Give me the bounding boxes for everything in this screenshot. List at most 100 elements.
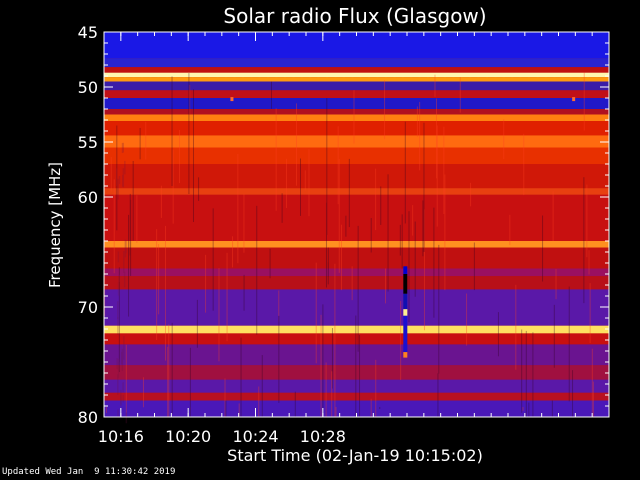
frequency-band <box>104 98 609 109</box>
periodic-mark <box>393 77 396 82</box>
periodic-mark <box>292 77 295 82</box>
periodic-mark <box>485 77 488 82</box>
texture-streak <box>124 160 126 175</box>
texture-streak <box>168 324 170 417</box>
texture-streak <box>110 157 112 192</box>
texture-streak <box>142 377 144 408</box>
texture-streak <box>436 98 438 179</box>
plot-area <box>104 32 609 424</box>
texture-streak <box>338 159 340 273</box>
periodic-mark <box>368 77 371 82</box>
texture-streak <box>178 130 180 184</box>
frequency-band <box>104 400 609 417</box>
periodic-mark <box>132 77 135 82</box>
texture-streak <box>335 407 337 417</box>
periodic-mark <box>342 77 345 82</box>
frequency-band <box>104 81 609 91</box>
periodic-mark <box>469 77 472 82</box>
texture-streak <box>145 121 147 160</box>
texture-streak <box>419 101 421 171</box>
texture-streak <box>370 218 372 253</box>
texture-streak <box>408 211 410 323</box>
y-axis-ticks: 45 50 55 60 70 80 <box>78 23 609 427</box>
burst-streak-segment <box>403 315 408 353</box>
texture-streak <box>414 221 416 297</box>
texture-streak <box>125 240 127 254</box>
burst-dot <box>230 97 234 102</box>
periodic-mark <box>241 77 244 82</box>
texture-streak <box>117 409 119 417</box>
texture-streak <box>325 202 327 288</box>
periodic-mark <box>460 77 463 82</box>
frequency-band <box>104 276 609 290</box>
texture-streak <box>551 400 553 417</box>
texture-streak <box>240 337 242 417</box>
texture-streak <box>423 122 425 252</box>
y-tick-label: 70 <box>78 298 98 317</box>
frequency-band <box>104 241 609 248</box>
texture-streak <box>158 244 160 315</box>
texture-streak <box>117 374 119 395</box>
texture-streak <box>384 80 386 140</box>
texture-streak <box>196 299 198 348</box>
texture-streak <box>470 182 472 207</box>
periodic-mark <box>351 77 354 82</box>
texture-streak <box>139 127 141 160</box>
texture-streak <box>124 239 127 258</box>
texture-streak <box>278 315 280 403</box>
periodic-mark <box>553 77 556 82</box>
burst-streak-segment <box>403 266 408 274</box>
y-tick-label: 50 <box>78 78 98 97</box>
periodic-mark <box>578 77 581 82</box>
periodic-mark <box>418 77 421 82</box>
texture-streak <box>592 381 594 417</box>
texture-streak <box>331 371 333 417</box>
frequency-band <box>104 365 609 380</box>
texture-streak <box>384 268 386 304</box>
texture-streak <box>300 158 302 216</box>
texture-streak <box>278 290 280 322</box>
texture-streak <box>116 125 118 231</box>
texture-streak <box>117 361 120 371</box>
periodic-mark <box>528 77 531 82</box>
texture-streak <box>243 194 245 253</box>
texture-streak <box>304 170 306 191</box>
texture-streak <box>522 407 524 411</box>
x-axis-ticks: 10:16 10:20 10:24 10:28 <box>98 32 593 446</box>
texture-streak <box>237 154 239 264</box>
texture-streak <box>337 126 339 205</box>
texture-streak <box>189 347 191 417</box>
y-axis-label: Frequency [MHz] <box>46 162 64 288</box>
texture-streak <box>515 284 517 370</box>
texture-streak <box>122 174 124 187</box>
texture-streak <box>497 312 499 357</box>
texture-streak <box>327 262 329 285</box>
texture-streak <box>334 263 336 392</box>
texture-streak <box>586 184 588 258</box>
texture-streak <box>269 248 271 279</box>
texture-streak <box>167 346 169 417</box>
texture-streak <box>117 282 120 296</box>
texture-streak <box>116 301 119 319</box>
texture-streak <box>399 224 401 256</box>
periodic-mark <box>166 77 169 82</box>
frequency-band <box>104 164 609 189</box>
periodic-mark <box>595 77 598 82</box>
texture-streak <box>118 175 121 185</box>
texture-streak <box>212 208 214 311</box>
frequency-band <box>104 247 609 269</box>
frequency-band <box>104 135 609 148</box>
texture-streak <box>189 84 191 115</box>
burst-streak-segment <box>403 293 408 310</box>
texture-streak <box>357 225 359 352</box>
texture-streak <box>172 149 174 224</box>
texture-streak <box>325 362 327 417</box>
texture-streak <box>523 133 525 196</box>
texture-streak <box>218 267 220 362</box>
texture-streak <box>355 315 357 417</box>
texture-streak <box>589 283 591 344</box>
periodic-mark <box>586 77 589 82</box>
texture-streak <box>122 394 124 403</box>
spectrogram-texture <box>104 72 594 424</box>
